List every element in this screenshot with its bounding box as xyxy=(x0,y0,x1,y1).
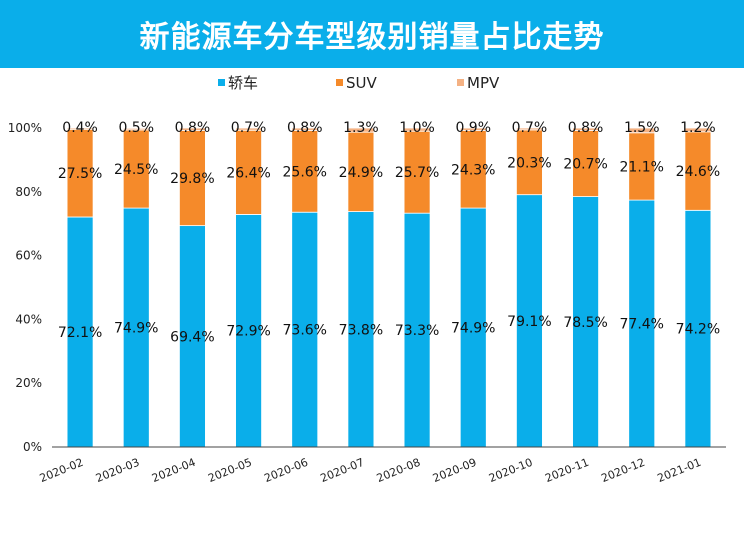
x-tick-label: 2020-07 xyxy=(319,456,366,485)
data-label: 25.6% xyxy=(283,164,327,180)
bar-segment-suv xyxy=(572,130,599,197)
data-label: 69.4% xyxy=(170,329,214,345)
bar-segment-suv xyxy=(459,130,487,209)
x-tick-label: 2020-04 xyxy=(150,456,197,485)
data-label: 1.5% xyxy=(624,120,660,136)
y-tick-label: 20% xyxy=(15,376,42,390)
legend-swatch xyxy=(336,79,343,86)
chart-title-banner: 新能源车分车型级别销量占比走势 xyxy=(0,0,744,68)
data-labels: 72.1% 27.5% 0.4% 74.9% 24.5% 0.5% 69.4% 29.8% 0.… xyxy=(58,120,720,345)
data-label: 77.4% xyxy=(620,317,664,333)
x-tick-label: 2020-12 xyxy=(599,456,646,485)
bar-segment-suv xyxy=(403,130,431,214)
y-tick-label: 60% xyxy=(15,249,42,263)
y-tick-label: 0% xyxy=(23,440,42,454)
x-axis: 2020-02 2020-03 2020-04 2020-05 2020-06 2020-… xyxy=(38,446,726,485)
y-tick-label: 40% xyxy=(15,312,42,326)
data-label: 27.5% xyxy=(58,166,102,182)
data-label: 1.3% xyxy=(343,120,379,136)
bar-segment-suv xyxy=(684,131,712,211)
bar-segment-轿车 xyxy=(347,211,375,448)
data-label: 0.8% xyxy=(287,120,323,136)
data-label: 0.9% xyxy=(455,120,491,136)
bar-segment-mpv xyxy=(459,127,487,131)
data-label: 0.8% xyxy=(175,120,211,136)
data-label: 0.8% xyxy=(568,120,604,136)
legend-swatch xyxy=(457,79,464,86)
data-label: 29.8% xyxy=(170,171,214,187)
y-tick-label: 80% xyxy=(15,185,42,199)
legend-label: MPV xyxy=(467,74,500,92)
x-tick-label: 2020-05 xyxy=(206,456,253,485)
legend-swatch xyxy=(218,79,225,86)
bar-segment-mpv xyxy=(403,127,431,132)
x-tick-label: 2020-11 xyxy=(543,456,590,485)
bar-segment-轿车 xyxy=(403,212,431,448)
bar-segment-mpv xyxy=(516,127,543,131)
bar-segment-轿车 xyxy=(516,194,543,448)
data-label: 78.5% xyxy=(563,315,607,331)
data-label: 79.1% xyxy=(507,314,551,330)
bar-segment-mpv xyxy=(291,127,319,131)
data-label: 25.7% xyxy=(395,165,439,181)
bar-segment-mpv xyxy=(572,127,599,131)
data-label: 0.4% xyxy=(62,120,98,136)
data-label: 73.8% xyxy=(339,322,383,338)
data-label: 72.1% xyxy=(58,325,102,341)
bar-segment-轿车 xyxy=(628,199,656,448)
bar-segment-mpv xyxy=(347,127,375,133)
y-axis: 0% 20% 40% 60% 80% 100% xyxy=(8,121,42,454)
data-label: 74.9% xyxy=(451,321,495,337)
x-tick-label: 2020-09 xyxy=(431,456,478,485)
legend-label: 轿车 xyxy=(228,74,258,92)
bar-segment-suv xyxy=(179,130,206,227)
bar-segment-mpv xyxy=(122,127,150,131)
data-label: 0.7% xyxy=(231,120,267,136)
data-label: 0.7% xyxy=(512,120,548,136)
data-label: 24.5% xyxy=(114,162,158,178)
data-label: 1.0% xyxy=(399,120,435,136)
data-label: 26.4% xyxy=(226,165,270,181)
data-label: 74.2% xyxy=(676,322,720,338)
bar-segment-mpv xyxy=(179,127,206,131)
y-tick-label: 100% xyxy=(8,121,42,135)
x-tick-label: 2020-08 xyxy=(375,456,422,485)
x-tick-label: 2020-10 xyxy=(487,456,534,485)
data-label: 21.1% xyxy=(620,159,664,175)
data-label: 24.6% xyxy=(676,164,720,180)
x-tick-label: 2020-03 xyxy=(94,456,141,485)
bar-segment-suv xyxy=(347,131,375,212)
data-label: 24.9% xyxy=(339,165,383,181)
x-tick-label: 2020-06 xyxy=(262,456,309,485)
data-label: 72.9% xyxy=(226,324,270,340)
x-tick-label: 2020-02 xyxy=(38,456,85,485)
data-label: 0.5% xyxy=(118,120,154,136)
bar-segment-mpv xyxy=(684,127,712,133)
bar-segment-suv xyxy=(291,130,319,213)
chart-title: 新能源车分车型级别销量占比走势 xyxy=(139,20,605,55)
bar-segment-轿车 xyxy=(291,211,319,448)
bar-segment-suv xyxy=(628,132,656,201)
x-tick-label: 2021-01 xyxy=(656,456,703,485)
legend-label: SUV xyxy=(346,74,378,92)
bar-segment-mpv xyxy=(66,127,94,130)
data-label: 73.6% xyxy=(283,323,327,339)
data-label: 20.3% xyxy=(507,155,551,171)
bar-segment-mpv xyxy=(235,127,262,131)
bars xyxy=(66,127,712,448)
data-label: 1.2% xyxy=(680,120,716,136)
data-label: 74.9% xyxy=(114,321,158,337)
bar-segment-轿车 xyxy=(459,207,487,448)
legend: 轿车 SUV MPV xyxy=(218,74,500,92)
bar-segment-suv xyxy=(66,128,94,218)
data-label: 24.3% xyxy=(451,162,495,178)
bar-segment-mpv xyxy=(628,127,656,134)
data-label: 73.3% xyxy=(395,323,439,339)
data-label: 20.7% xyxy=(563,157,607,173)
bar-segment-suv xyxy=(516,129,543,196)
